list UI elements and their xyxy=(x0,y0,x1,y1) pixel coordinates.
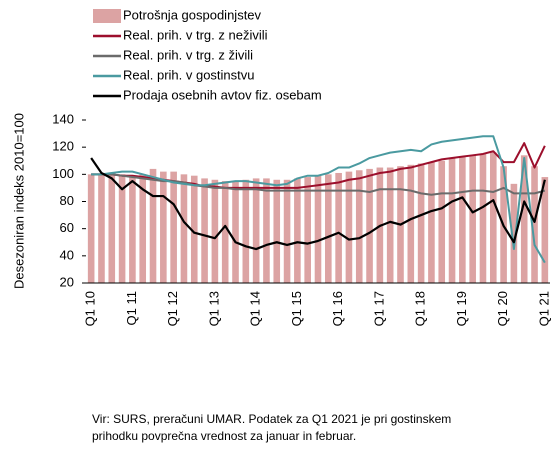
bar xyxy=(407,164,415,283)
legend-label: Prodaja osebnih avtov fiz. osebam xyxy=(123,87,322,102)
bar xyxy=(314,175,322,283)
bar xyxy=(190,175,198,283)
bar xyxy=(149,168,157,283)
bar xyxy=(294,178,301,283)
bar xyxy=(263,178,270,283)
bar xyxy=(345,171,353,283)
y-axis-title: Desezoniran indeks 2010=100 xyxy=(11,113,26,289)
bar xyxy=(438,160,446,283)
bar xyxy=(129,175,136,283)
line xyxy=(90,157,546,251)
bar xyxy=(448,158,456,283)
bar xyxy=(221,181,229,283)
y-tick-label: 140 xyxy=(52,111,74,126)
legend-label: Potrošnja gospodinjstev xyxy=(123,7,262,22)
x-tick-label: Q1 21 xyxy=(536,291,551,326)
bar xyxy=(531,166,538,283)
x-tick-label: Q1 14 xyxy=(248,291,263,326)
bar xyxy=(201,178,208,283)
bar xyxy=(139,174,147,283)
bar xyxy=(160,171,167,283)
line xyxy=(91,135,546,264)
bar xyxy=(366,168,373,283)
x-tick-label: Q1 12 xyxy=(165,291,180,326)
x-tick-label: Q1 13 xyxy=(206,291,221,326)
bar xyxy=(510,183,518,283)
x-tick-label: Q1 18 xyxy=(413,291,428,326)
bar xyxy=(520,155,528,283)
y-tick-label: 120 xyxy=(52,139,74,154)
legend-swatch xyxy=(93,9,121,23)
bar xyxy=(98,174,105,283)
bar xyxy=(335,172,342,283)
x-tick-label: Q1 10 xyxy=(83,291,98,326)
bar xyxy=(211,179,219,283)
x-tick-label: Q1 19 xyxy=(454,291,469,326)
bar xyxy=(180,174,188,283)
bar xyxy=(232,181,239,283)
x-tick-label: Q1 20 xyxy=(495,291,510,326)
bar xyxy=(459,156,466,283)
legend-label: Real. prih. v trg. z živili xyxy=(123,47,253,62)
bar xyxy=(386,167,394,283)
bar xyxy=(87,174,95,283)
bar xyxy=(489,152,497,283)
bar xyxy=(283,179,291,283)
legend-label: Real. prih. v gostinstvu xyxy=(123,67,255,82)
bar xyxy=(428,162,435,283)
y-tick-label: 80 xyxy=(60,193,74,208)
note: prihodku povprečna vrednost za januar in… xyxy=(92,429,356,443)
bar xyxy=(273,179,281,283)
bar xyxy=(417,163,425,283)
y-tick-label: 20 xyxy=(60,274,74,289)
bar xyxy=(252,178,260,283)
bar xyxy=(118,174,126,283)
bar xyxy=(355,170,363,283)
note: Vir: SURS, preračuni UMAR. Podatek za Q1… xyxy=(92,412,451,426)
bar xyxy=(242,179,250,283)
x-tick-label: Q1 11 xyxy=(124,291,139,325)
bar xyxy=(541,177,549,283)
legend-label: Real. prih. v trg. z neživili xyxy=(123,27,268,42)
x-tick-label: Q1 16 xyxy=(330,291,345,326)
x-tick-label: Q1 15 xyxy=(289,291,304,326)
bar xyxy=(170,171,177,283)
y-tick-label: 60 xyxy=(60,220,74,235)
y-tick-label: 40 xyxy=(60,247,74,262)
x-tick-label: Q1 17 xyxy=(371,291,386,326)
bar xyxy=(479,153,487,283)
bar xyxy=(108,174,116,283)
y-tick-label: 100 xyxy=(52,166,74,181)
bar xyxy=(325,174,332,283)
bar xyxy=(469,155,476,283)
bar xyxy=(304,177,311,283)
